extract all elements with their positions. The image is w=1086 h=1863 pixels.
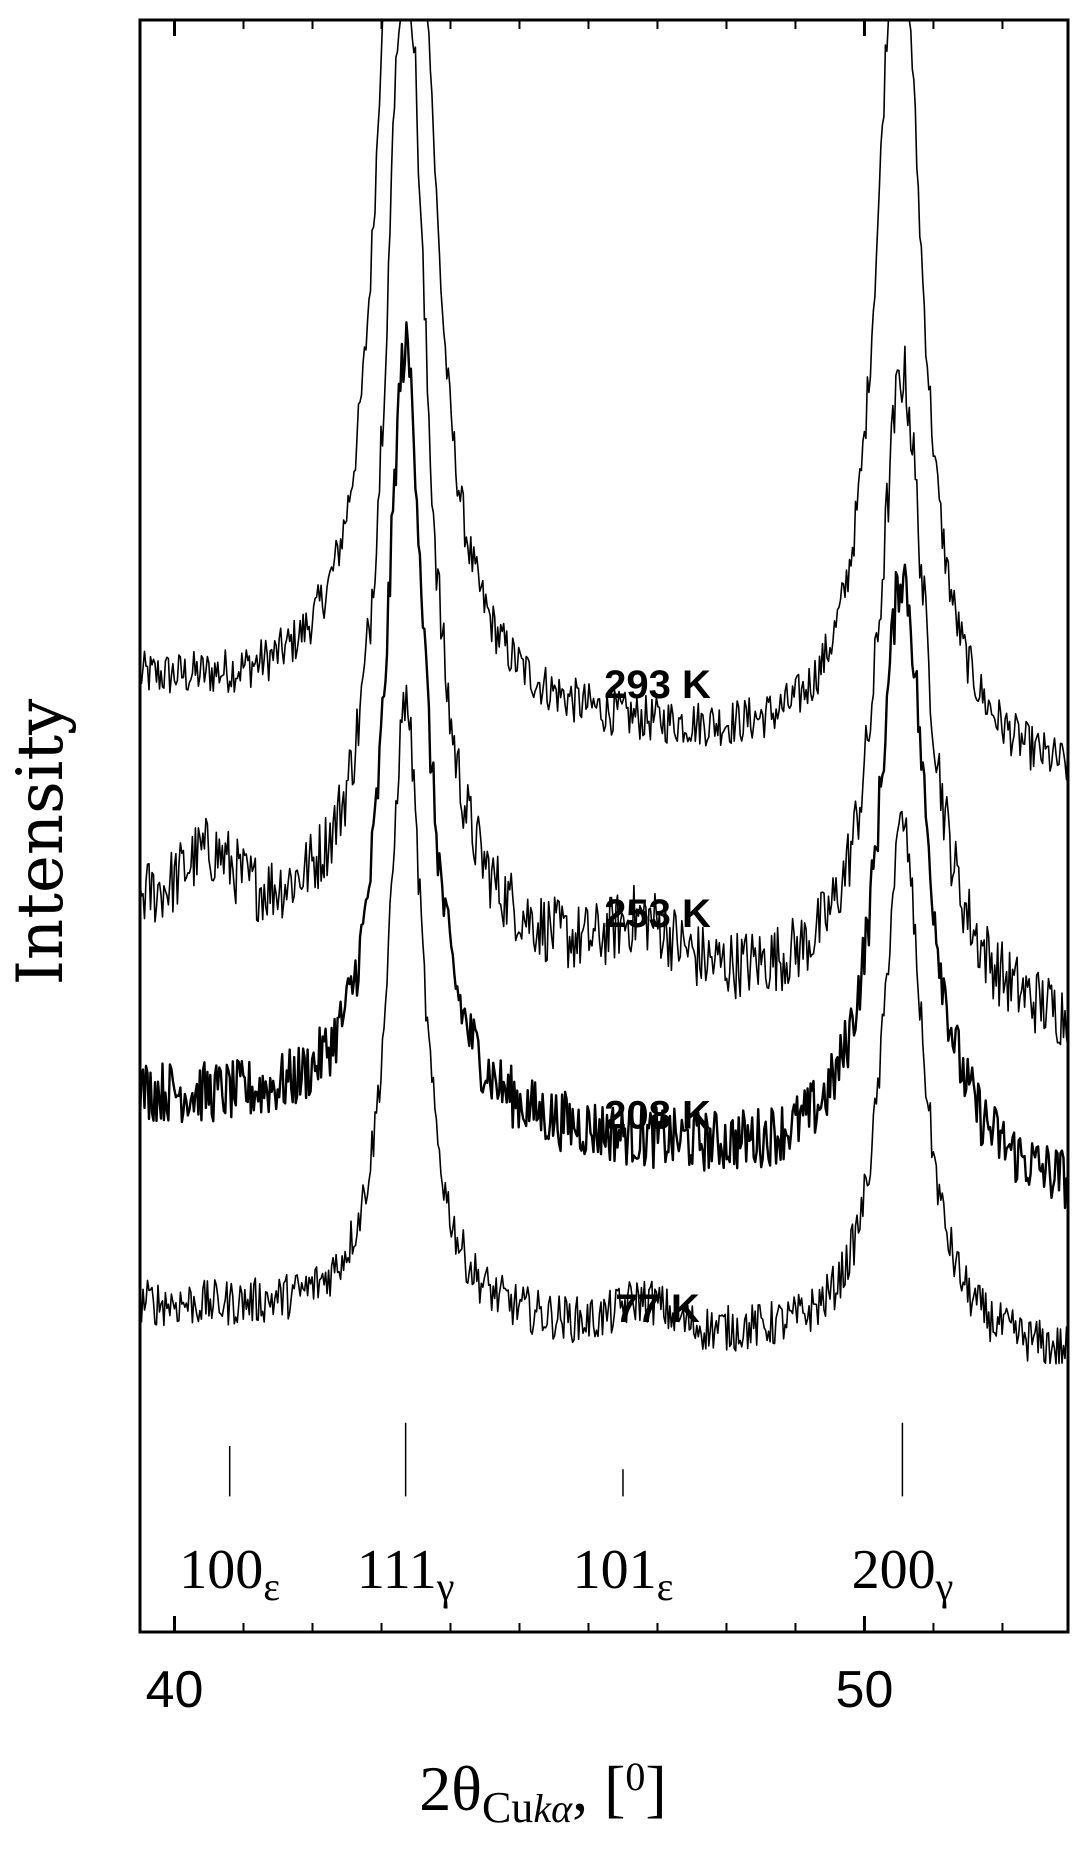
x-axis-label-main: 2θ [419, 1753, 482, 1824]
reflection-markers: 100ε 111γ 101ε 200γ [179, 1422, 954, 1609]
temperature-labels: 293 K 253 K 208 K 77 K [604, 663, 711, 1331]
x-axis-label-unit-sup: 0 [625, 1754, 645, 1799]
x-axis-label-unit: , [ [572, 1753, 625, 1824]
x-axis-label-sub: Cu [482, 1783, 533, 1832]
plot-frame [138, 18, 1070, 1634]
reflection-111-gamma-label: 111γ [357, 1539, 455, 1609]
reflection-200-gamma-label: 200γ [852, 1539, 954, 1609]
label-208-k: 208 K [604, 1093, 711, 1137]
reflection-101-epsilon-label: 101ε [573, 1539, 674, 1609]
x-axis-tick-labels: 40 50 [146, 1661, 894, 1719]
label-253-k: 253 K [604, 892, 711, 936]
label-77-k: 77 K [615, 1287, 700, 1331]
x-axis-label-unit-close: ] [645, 1753, 666, 1824]
series-253-k-line [139, 19, 1069, 1049]
x-axis-ticks [172, 20, 1004, 1632]
series-77-k-line [139, 684, 1069, 1365]
y-axis-label: Intensity [4, 699, 78, 986]
x-tick-label-50: 50 [836, 1661, 894, 1719]
x-tick-label-40: 40 [146, 1661, 204, 1719]
traces-group [138, 19, 1070, 1365]
x-axis-label: 2θCukα, [0] [419, 1753, 666, 1832]
series-208-k-line [138, 321, 1070, 1210]
reflection-100-epsilon-label: 100ε [179, 1539, 280, 1609]
x-axis-label-sub2: kα [533, 1786, 573, 1831]
label-293-k: 293 K [604, 663, 711, 707]
series-293-k-line [139, 19, 1069, 781]
